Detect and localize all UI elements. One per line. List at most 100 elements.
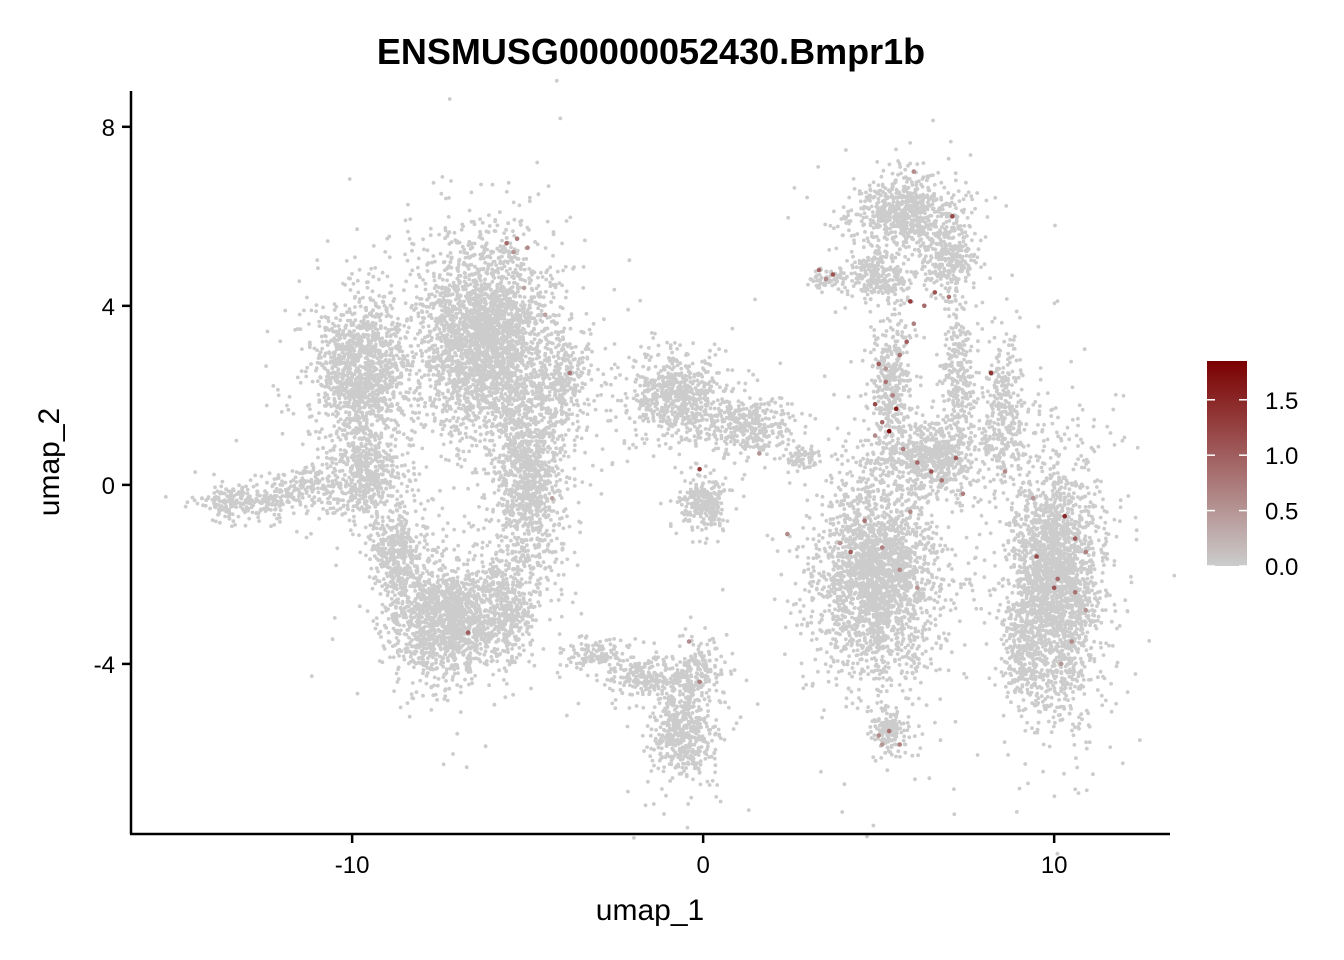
cell-point [347,475,351,480]
cell-point [352,514,356,519]
cell-point [358,550,363,555]
cell-point [393,566,397,570]
cell-point [444,595,449,600]
cell-point [369,266,374,271]
cell-point [377,455,382,459]
cell-point [332,398,337,403]
cell-point [458,710,463,714]
cell-point [345,340,349,345]
cell-point [366,476,370,481]
cell-point [241,508,246,512]
cell-point [473,429,478,434]
cell-point [367,381,372,386]
cell-point [389,327,394,332]
cell-point [390,550,394,555]
cell-point [219,484,224,489]
cell-point [417,634,422,638]
cell-point [414,690,419,694]
cell-point [310,379,315,384]
cell-point [385,469,390,473]
cell-point [276,476,281,480]
cell-point [438,645,443,650]
cell-point [341,498,345,503]
cell-point [395,650,400,655]
cell-point [407,635,411,640]
cell-point [379,414,384,418]
cell-point [285,403,289,408]
cell-point [403,613,408,618]
cell-point [385,463,390,468]
cell-point [365,285,370,290]
cell-point [365,455,370,460]
cell-point [402,543,406,548]
cell-point [457,590,462,595]
cell-point [375,304,380,309]
cell-point [183,504,188,509]
cell-point [408,640,413,645]
cell-point [389,494,393,498]
cell-point [446,614,451,619]
cell-point [457,598,462,603]
cell-point [419,501,423,506]
cell-point [446,658,450,663]
cell-point [442,646,447,651]
cell-point [347,400,351,405]
cell-point [467,208,472,213]
cell-point [431,547,436,552]
cell-point [291,411,296,416]
cell-point [352,356,357,361]
cell-point [220,479,225,484]
cell-point [347,518,352,523]
cell-point [421,606,426,611]
cell-point [333,359,337,364]
cell-point [195,501,200,506]
cell-point [370,359,375,364]
cell-point [371,526,376,531]
cell-point [462,270,467,275]
cell-point [442,573,447,577]
cell-point [385,593,390,598]
cell-point [373,403,378,408]
cell-point [357,493,362,498]
cell-point [314,471,319,476]
cell-point [384,314,389,319]
cell-point [378,377,382,382]
cell-point [383,561,388,566]
cell-point [280,494,285,498]
cell-point [388,509,392,513]
cell-point [354,400,359,404]
cell-point [280,431,285,436]
cell-point [212,491,217,495]
cell-point [410,350,415,354]
cell-point [312,500,317,505]
cell-point [214,519,218,524]
cell-point [378,526,383,531]
cell-point [433,638,437,643]
cell-point [251,484,256,489]
cell-point [405,435,410,440]
cell-point [390,590,395,594]
cell-point [449,179,453,183]
cell-point [426,656,430,661]
cell-point [389,333,394,337]
cell-point [281,502,285,507]
cell-point [391,619,396,623]
cell-point [377,551,381,556]
cell-point [395,529,400,534]
cell-point [405,572,410,577]
cell-point [402,623,406,628]
cell-point [455,582,460,587]
cell-point [329,355,333,360]
cell-point [416,265,420,270]
cell-point [305,489,309,494]
cell-point [348,288,353,292]
cell-point [355,445,360,450]
cell-point [529,686,533,691]
cell-point [430,553,435,558]
cell-point [223,500,228,505]
cell-point [234,498,239,503]
cell-point [356,417,360,422]
cell-point [400,601,405,606]
cell-point [342,473,347,477]
cell-point [316,455,320,460]
